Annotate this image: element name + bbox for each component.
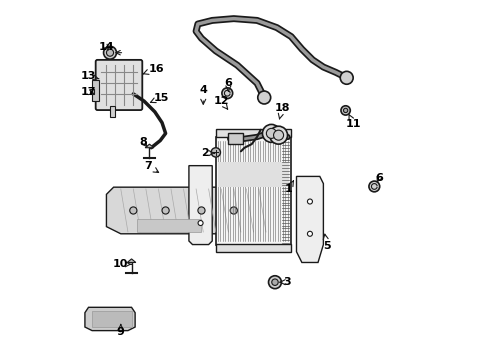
- Bar: [110, 107, 115, 117]
- Text: 9: 9: [117, 324, 124, 337]
- Bar: [92, 311, 131, 327]
- Circle shape: [211, 148, 220, 157]
- Circle shape: [129, 207, 137, 214]
- Circle shape: [368, 181, 379, 192]
- Circle shape: [222, 88, 232, 99]
- Circle shape: [230, 207, 237, 214]
- Text: 4: 4: [199, 85, 207, 104]
- Circle shape: [340, 106, 349, 115]
- FancyBboxPatch shape: [96, 60, 142, 110]
- Text: 17: 17: [81, 87, 96, 97]
- Circle shape: [343, 108, 347, 113]
- Circle shape: [271, 279, 278, 285]
- Bar: [215, 129, 290, 137]
- Polygon shape: [296, 176, 323, 262]
- Text: 16: 16: [143, 64, 164, 75]
- Bar: [215, 244, 290, 252]
- Text: 15: 15: [150, 93, 169, 103]
- Circle shape: [266, 129, 276, 138]
- Bar: [90, 89, 94, 94]
- Circle shape: [106, 49, 113, 56]
- Circle shape: [103, 46, 116, 59]
- Bar: [215, 137, 290, 244]
- Circle shape: [307, 199, 312, 204]
- Text: 2: 2: [201, 148, 214, 158]
- Polygon shape: [85, 307, 135, 330]
- Polygon shape: [145, 144, 153, 148]
- Text: 8: 8: [139, 138, 147, 147]
- Text: 6: 6: [224, 78, 232, 91]
- Text: 1: 1: [284, 181, 293, 194]
- Circle shape: [262, 125, 280, 142]
- Circle shape: [198, 221, 203, 226]
- Circle shape: [162, 207, 169, 214]
- Text: 14: 14: [99, 42, 114, 52]
- Circle shape: [268, 276, 281, 289]
- Polygon shape: [228, 134, 242, 144]
- Circle shape: [340, 71, 352, 84]
- Circle shape: [257, 91, 270, 104]
- Bar: [92, 80, 99, 101]
- Text: 13: 13: [81, 71, 99, 81]
- Polygon shape: [188, 166, 212, 244]
- Text: 12: 12: [213, 96, 228, 109]
- Text: 6: 6: [374, 173, 382, 183]
- Polygon shape: [106, 187, 267, 234]
- Circle shape: [198, 207, 204, 214]
- Text: 7: 7: [143, 161, 158, 172]
- Polygon shape: [127, 259, 136, 262]
- Bar: [217, 162, 289, 187]
- Circle shape: [273, 130, 283, 140]
- Text: 10: 10: [113, 259, 131, 269]
- Circle shape: [269, 126, 287, 144]
- Polygon shape: [137, 220, 201, 232]
- Text: 5: 5: [323, 234, 330, 251]
- Text: 3: 3: [280, 277, 291, 287]
- Circle shape: [307, 231, 312, 236]
- Text: 18: 18: [274, 103, 289, 119]
- Text: 11: 11: [346, 114, 361, 129]
